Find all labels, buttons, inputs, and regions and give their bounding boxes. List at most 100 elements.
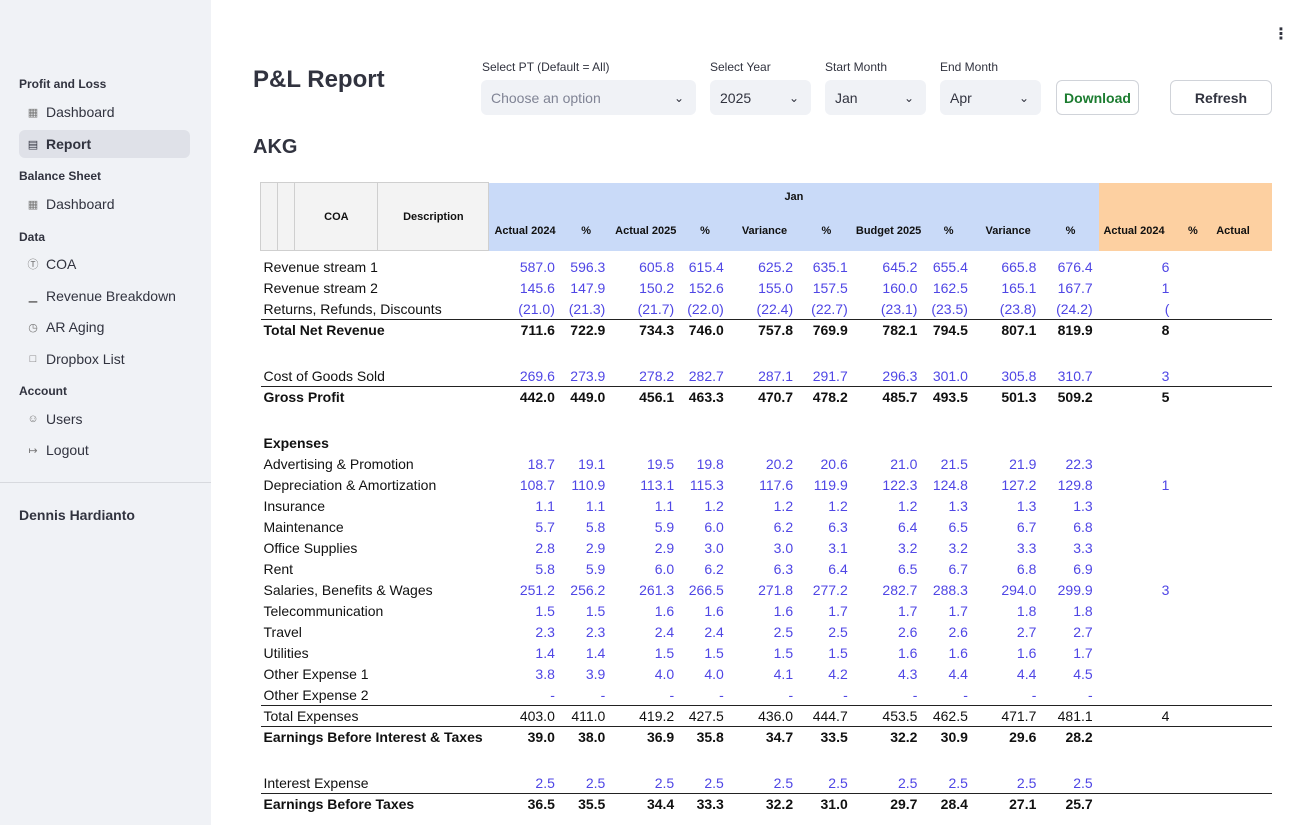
table-cell: [1216, 793, 1272, 815]
table-cell: [1169, 366, 1216, 387]
table-cell: 278.2: [639, 367, 675, 384]
table-row: Cost of Goods Sold 269.6 273.9 278.2 282.7 28…: [261, 366, 1273, 387]
column-header: %: [1169, 210, 1217, 251]
table-cell: 4: [1098, 705, 1170, 727]
column-header: %: [923, 210, 974, 251]
table-cell: 20.2: [765, 456, 794, 472]
table-cell: [561, 341, 611, 366]
sidebar: Profit and Loss ▦ Dashboard ▤ Report Bal…: [0, 0, 211, 825]
table-cell: [1169, 664, 1216, 685]
start-month-select[interactable]: Jan ⌄: [825, 80, 926, 115]
sidebar-item-dropbox-list[interactable]: □ Dropbox List: [19, 345, 190, 373]
table-cell: [611, 341, 680, 366]
table-cell: 4.4: [948, 666, 968, 682]
table-cell: [1169, 685, 1216, 706]
table-cell: 35.5: [560, 793, 612, 815]
sidebar-item-pnl-dashboard[interactable]: ▦ Dashboard: [19, 98, 190, 126]
sidebar-item-ar-aging[interactable]: ◷ AR Aging: [19, 313, 190, 341]
sidebar-section-balance: Balance Sheet: [19, 169, 102, 183]
table-cell: 18.7: [527, 456, 555, 472]
year-select[interactable]: 2025 ⌄: [710, 80, 811, 115]
table-cell: [1098, 793, 1170, 815]
table-cell: 1.2: [897, 498, 918, 514]
table-cell: [1169, 454, 1216, 475]
table-cell: 32.2: [729, 793, 800, 815]
sidebar-item-users[interactable]: ☺ Users: [19, 405, 190, 433]
table-cell: [923, 748, 973, 773]
table-cell: [680, 408, 730, 433]
table-cell: 1.8: [1016, 603, 1037, 619]
table-cell: (22.0): [687, 300, 724, 317]
sidebar-item-revenue-breakdown[interactable]: ▁ Revenue Breakdown: [19, 282, 190, 310]
table-cell: -: [788, 686, 794, 703]
table-cell: [1216, 319, 1272, 341]
table-cell: [730, 433, 799, 454]
table-cell: 4.0: [704, 666, 724, 682]
table-cell: [1216, 386, 1272, 408]
more-options-icon[interactable]: ⋮: [1273, 26, 1289, 43]
table-cell: (24.2): [1056, 300, 1093, 317]
table-row: Depreciation & Amortization 108.7 110.9 113…: [261, 475, 1273, 496]
entity-title: AKG: [253, 136, 298, 158]
table-cell: 2.5: [654, 774, 675, 791]
table-cell: 21.9: [1009, 456, 1037, 472]
table-cell: 481.1: [1042, 705, 1099, 727]
table-cell: 277.2: [812, 582, 848, 598]
table-cell: [1099, 559, 1170, 580]
table-cell: 478.2: [799, 386, 854, 408]
row-label: Other Expense 1: [263, 666, 369, 682]
table-row: Revenue stream 1 587.0 596.3 605.8 615.4 625.…: [261, 251, 1273, 278]
table-cell: 462.5: [923, 705, 974, 727]
table-row: Travel 2.3 2.3 2.4 2.4 2.5 2.5 2.6 2.6 2.7 2.7: [261, 622, 1273, 643]
column-header: %: [799, 210, 854, 251]
column-header: %: [680, 210, 730, 251]
column-header: Actual 2024: [1098, 210, 1170, 251]
row-label: Earnings Before Interest & Taxes: [260, 726, 489, 748]
download-button[interactable]: Download: [1056, 80, 1139, 115]
row-label: Other Expense 2: [263, 686, 369, 703]
pnl-table-container[interactable]: COA Description Jan Actual 2024% Actual 2…: [260, 182, 1272, 825]
table-cell: 291.7: [812, 367, 848, 384]
table-cell: 470.7: [729, 386, 800, 408]
sidebar-item-coa[interactable]: Ⓣ COA: [19, 250, 190, 278]
pt-select[interactable]: Choose an option ⌄: [481, 80, 696, 115]
table-cell: (23.8): [999, 300, 1037, 317]
table-cell: [680, 433, 730, 454]
table-cell: 6.2: [773, 519, 794, 535]
sidebar-item-report[interactable]: ▤ Report: [19, 130, 190, 158]
main-content: ⋮ P&L Report Select PT (Default = All) C…: [211, 0, 1309, 825]
table-cell: 34.7: [729, 726, 800, 748]
table-cell: 145.6: [519, 280, 555, 296]
row-label: Maintenance: [263, 519, 344, 535]
table-cell: [1169, 773, 1216, 794]
document-icon: ▤: [27, 138, 39, 151]
table-cell: [1169, 748, 1216, 773]
table-cell: 305.8: [1001, 367, 1037, 384]
end-month-select[interactable]: Apr ⌄: [940, 80, 1041, 115]
sidebar-item-bs-dashboard[interactable]: ▦ Dashboard: [19, 190, 190, 218]
table-cell: 2.5: [773, 774, 794, 791]
grid-icon: ▦: [27, 198, 39, 211]
table-cell: 296.3: [882, 367, 918, 384]
table-row: Revenue stream 2 145.6 147.9 150.2 152.6 155.…: [261, 278, 1273, 299]
table-cell: 6.7: [948, 561, 968, 577]
table-cell: 6.5: [897, 561, 918, 577]
table-cell: 28.4: [923, 793, 974, 815]
column-header: Variance: [729, 210, 800, 251]
table-row: Telecommunication 1.5 1.5 1.6 1.6 1.6 1.7 1.7 1.…: [261, 601, 1273, 622]
table-cell: [1169, 299, 1216, 320]
table-cell: 2.8: [535, 540, 555, 556]
table-cell: 282.7: [688, 367, 724, 384]
table-cell: 5: [1098, 386, 1170, 408]
end-month-label: End Month: [940, 60, 999, 74]
table-cell: 256.2: [570, 582, 606, 598]
sidebar-item-logout[interactable]: ↦ Logout: [19, 436, 190, 464]
table-cell: 1.2: [704, 498, 724, 514]
table-cell: 453.5: [853, 705, 924, 727]
table-cell: 1.6: [704, 603, 724, 619]
table-cell: 509.2: [1042, 386, 1099, 408]
table-cell: [561, 433, 611, 454]
table-cell: 3: [1161, 582, 1170, 598]
refresh-button[interactable]: Refresh: [1170, 80, 1272, 115]
table-cell: 493.5: [923, 386, 974, 408]
